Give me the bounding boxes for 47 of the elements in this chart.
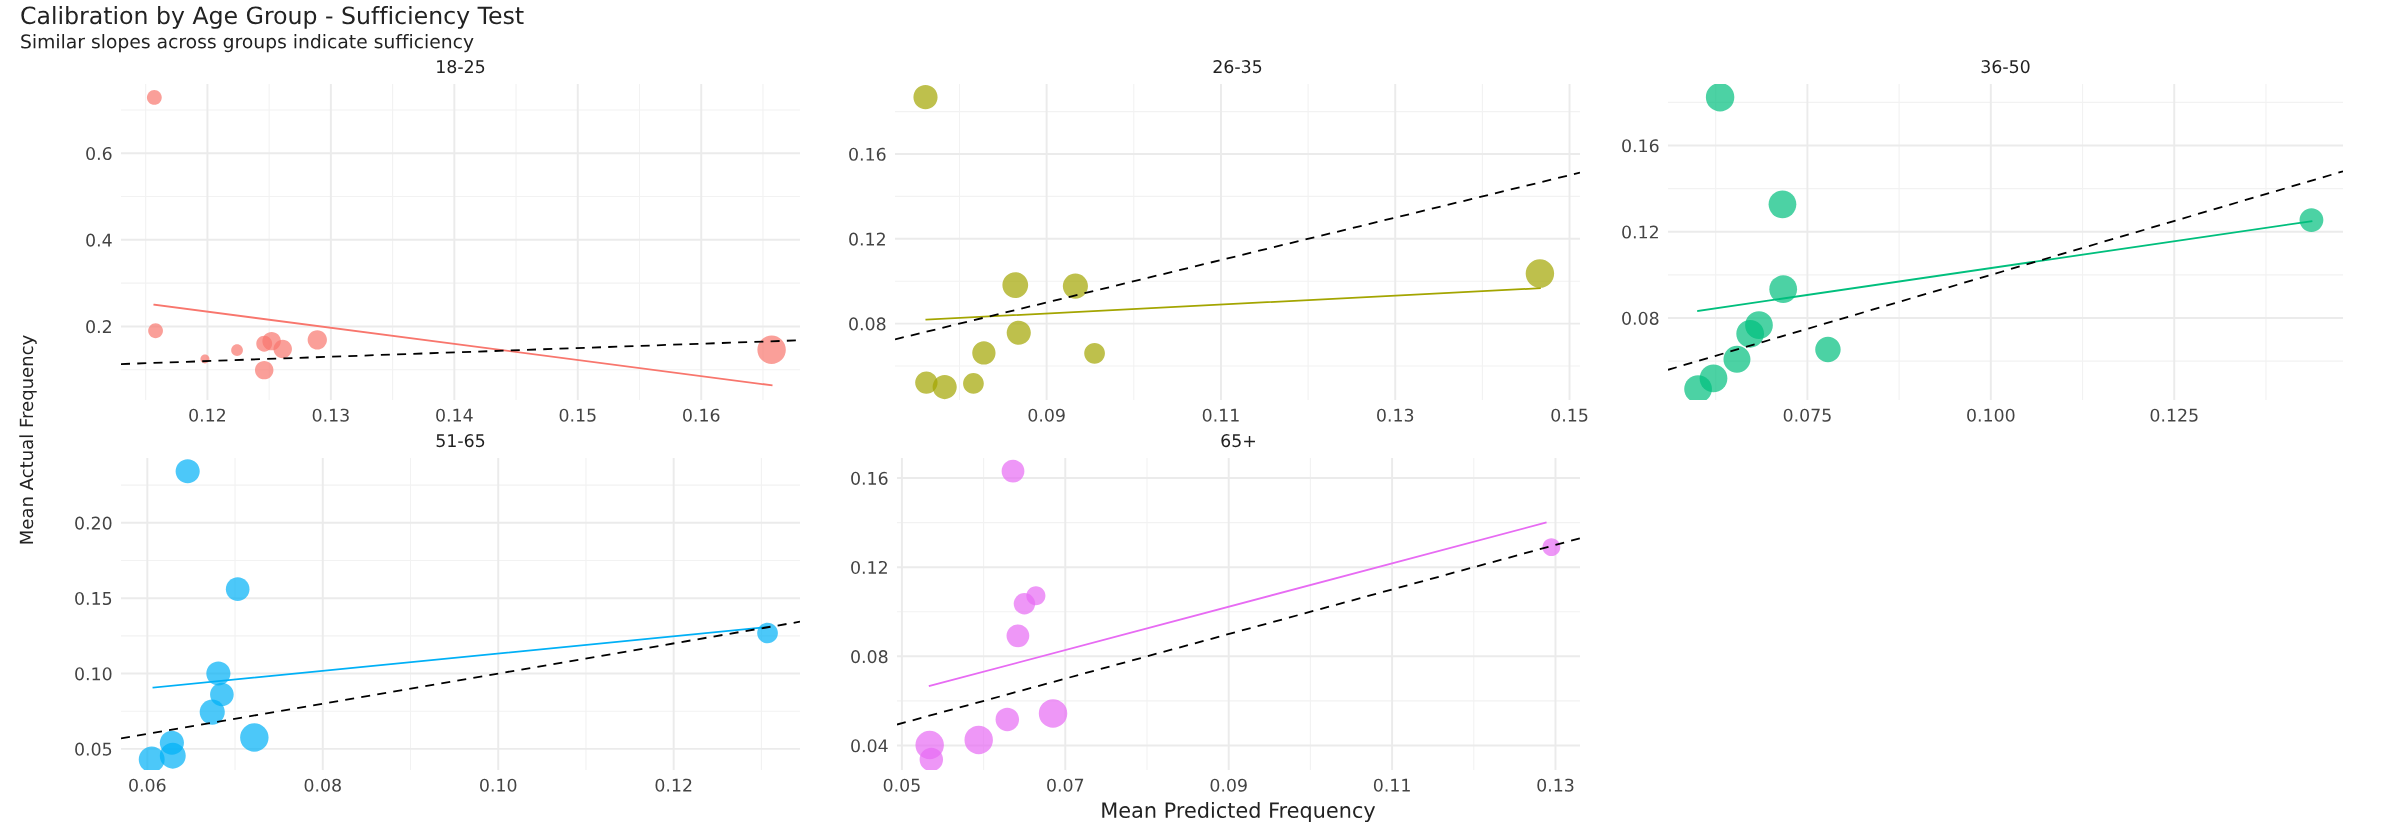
y-tick-label: 0.04 xyxy=(851,739,888,753)
x-tick-label: 0.13 xyxy=(312,408,349,422)
y-tick-label: 0.05 xyxy=(75,742,112,756)
text: Mean Predicted Frequency xyxy=(1102,801,1376,823)
y-tick-label: 0.4 xyxy=(86,233,112,247)
x-tick-label: 0.08 xyxy=(304,778,341,792)
x-tick-label: 0.15 xyxy=(1551,408,1588,422)
x-tick-label: 0.10 xyxy=(480,778,517,792)
x-tick-label: 0.13 xyxy=(1537,778,1574,792)
text: Similar slopes across groups indicate sufficiency xyxy=(21,34,474,53)
x-tick-label: 0.06 xyxy=(129,778,166,792)
text: Calibration by Age Group - Sufficiency Test xyxy=(21,6,524,29)
x-tick-label: 0.11 xyxy=(1373,778,1410,792)
x-tick-label: 0.13 xyxy=(1377,408,1414,422)
y-tick-label: 0.20 xyxy=(75,516,112,530)
text: Mean Actual Frequency xyxy=(19,335,37,544)
x-tick-label: 0.100 xyxy=(1967,408,2015,422)
x-tick-label: 0.12 xyxy=(189,408,226,422)
y-tick-label: 0.08 xyxy=(1622,311,1659,325)
chart-title: 36-50 xyxy=(1981,60,2030,74)
x-tick-label: 0.075 xyxy=(1783,408,1831,422)
x-tick-label: 0.15 xyxy=(559,408,596,422)
y-tick-label: 0.12 xyxy=(1622,225,1658,239)
y-tick-label: 0.2 xyxy=(86,320,111,334)
y-tick-label: 0.08 xyxy=(851,650,888,664)
y-tick-label: 0.16 xyxy=(851,471,888,485)
y-tick-label: 0.6 xyxy=(86,146,112,161)
y-tick-label: 0.16 xyxy=(849,147,886,161)
x-tick-label: 0.12 xyxy=(655,778,692,792)
x-tick-label: 0.09 xyxy=(1210,778,1247,792)
chart-title: 18-25 xyxy=(437,60,485,74)
y-tick-label: 0.15 xyxy=(75,591,112,606)
y-tick-label: 0.12 xyxy=(851,560,887,575)
y-tick-label: 0.16 xyxy=(1622,139,1659,153)
x-tick-label: 0.07 xyxy=(1047,778,1084,792)
x-tick-label: 0.125 xyxy=(2150,408,2198,422)
chart-title: 26-35 xyxy=(1213,60,1262,74)
x-tick-label: 0.09 xyxy=(1028,408,1065,422)
x-tick-label: 0.16 xyxy=(683,408,720,422)
x-tick-label: 0.11 xyxy=(1202,408,1239,422)
x-tick-label: 0.14 xyxy=(436,408,473,422)
chart-title: 65+ xyxy=(1221,434,1255,448)
y-tick-label: 0.12 xyxy=(849,232,885,246)
chart-title: 51-65 xyxy=(436,434,485,448)
x-tick-label: 0.05 xyxy=(883,778,920,792)
y-tick-label: 0.10 xyxy=(75,667,112,681)
y-tick-label: 0.08 xyxy=(849,317,886,331)
